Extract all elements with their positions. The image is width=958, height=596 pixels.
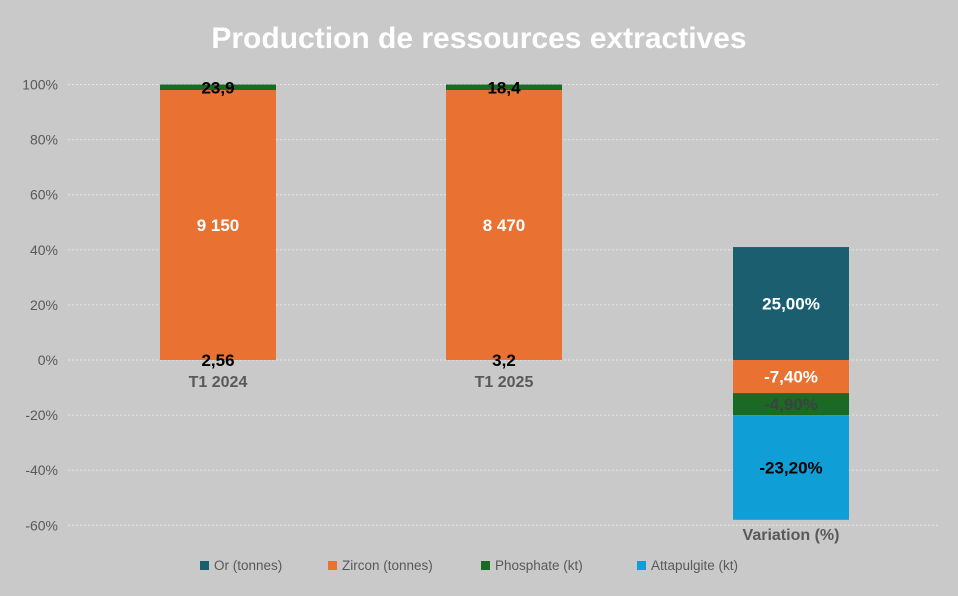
y-tick-label: -40%	[25, 462, 58, 478]
y-tick-label: 80%	[30, 132, 58, 148]
bar-segment	[160, 90, 276, 360]
data-label: 18,4	[487, 78, 521, 97]
bar-segment	[733, 393, 849, 416]
bar-segment	[733, 415, 849, 520]
bar-segment	[446, 90, 562, 360]
y-tick-label: 100%	[22, 77, 58, 93]
legend-swatch	[481, 561, 490, 570]
y-tick-label: 40%	[30, 242, 58, 258]
data-label: -7,40%	[764, 368, 818, 387]
x-category-label: T1 2025	[475, 374, 534, 391]
data-label: 8 470	[483, 216, 526, 235]
legend-swatch	[328, 561, 337, 570]
y-tick-label: -60%	[25, 517, 58, 533]
data-label: -23,20%	[759, 458, 822, 477]
y-tick-label: 20%	[30, 297, 58, 313]
legend-label: Attapulgite (kt)	[651, 558, 738, 573]
data-label: 3,2	[492, 351, 516, 370]
legend-label: Or (tonnes)	[214, 558, 282, 573]
chart-title: Production de ressources extractives	[211, 22, 746, 55]
bar-segment	[733, 247, 849, 360]
bar-segment	[733, 360, 849, 394]
legend-swatch	[637, 561, 646, 570]
data-label: 2,56	[201, 351, 234, 370]
legend-swatch	[200, 561, 209, 570]
data-label: 25,00%	[762, 295, 820, 314]
bar-segment	[446, 84, 562, 91]
y-tick-label: 0%	[38, 352, 58, 368]
data-label: 9 150	[197, 216, 240, 235]
bar-segment	[160, 84, 276, 91]
x-category-label: T1 2024	[189, 374, 248, 391]
y-tick-label: 60%	[30, 187, 58, 203]
legend-label: Phosphate (kt)	[495, 558, 583, 573]
legend-label: Zircon (tonnes)	[342, 558, 433, 573]
y-tick-label: -20%	[25, 407, 58, 423]
x-category-label: Variation (%)	[743, 527, 840, 544]
data-label: -4,90%	[764, 395, 818, 414]
data-label: 23,9	[201, 78, 234, 97]
